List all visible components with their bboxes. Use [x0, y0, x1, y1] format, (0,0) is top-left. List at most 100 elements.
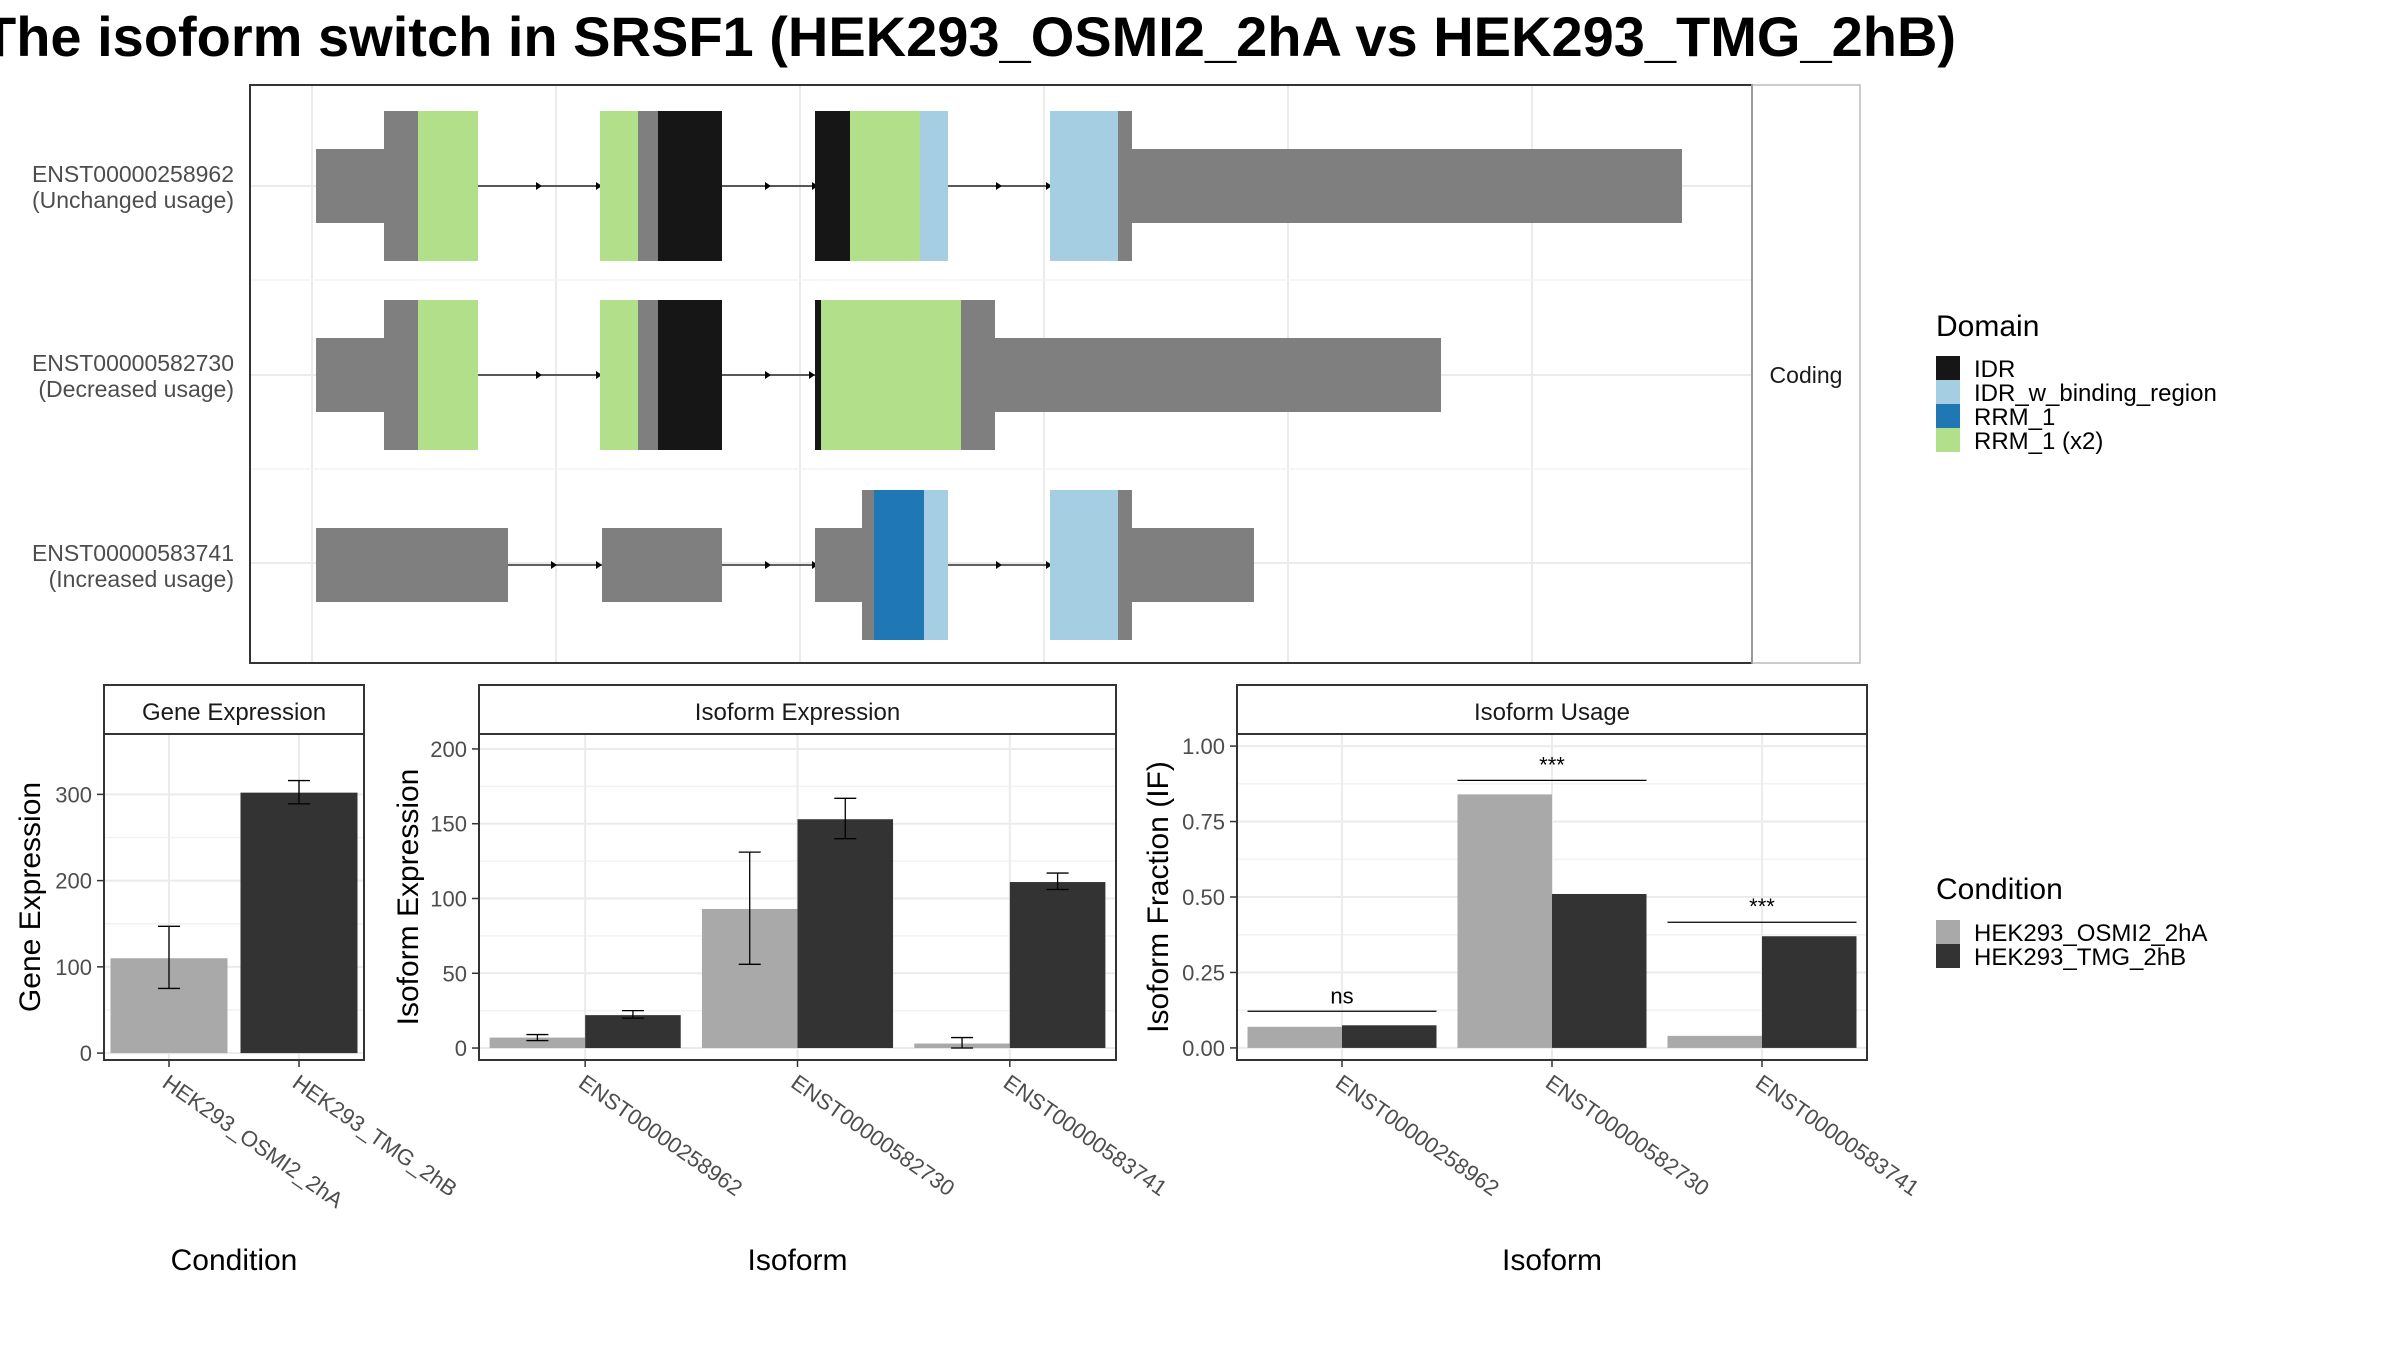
x-tick-label: ENST00000258962: [574, 1070, 747, 1201]
domain-idr: [658, 111, 722, 261]
x-axis-title: Isoform: [747, 1244, 847, 1277]
figure-title: The isoform switch in SRSF1 (HEK293_OSMI…: [0, 5, 1956, 68]
y-tick-label: 300: [55, 782, 92, 807]
y-tick-label: 0.50: [1182, 885, 1225, 910]
chart-panel-1: Isoform Expression 0 50 100 150 200 ENST000002…: [392, 684, 1172, 1277]
coding-exon: [638, 111, 658, 261]
y-tick-label: 0.25: [1182, 960, 1225, 985]
x-tick-label: ENST00000258962: [1331, 1070, 1504, 1201]
domain-idr-w-binding: [924, 490, 948, 640]
bar: [1762, 936, 1857, 1048]
panel-strip: [103, 684, 365, 735]
y-tick-label: 0: [80, 1041, 92, 1066]
structure-strip: [1751, 84, 1861, 664]
bar: [585, 1015, 681, 1049]
y-tick-label: 100: [430, 886, 467, 911]
utr-exon: [316, 338, 386, 412]
y-tick-label: 200: [430, 737, 467, 762]
domain-rrm1-x2: [850, 111, 920, 261]
y-axis-title: Isoform Fraction (IF): [1142, 761, 1175, 1033]
coding-exon: [1118, 111, 1132, 261]
bar: [1247, 1026, 1342, 1048]
utr-exon: [316, 528, 508, 602]
y-tick-label: 0.75: [1182, 810, 1225, 835]
bar: [489, 1037, 586, 1049]
legend-label-cond1: HEK293_OSMI2_2hA: [1974, 920, 2207, 947]
domain-idr-w-binding: [1050, 490, 1118, 640]
utr-exon: [602, 528, 722, 602]
domain-legend: Domain IDR IDR_w_binding_region RRM_1 RR…: [1936, 310, 2217, 455]
utr-exon: [815, 528, 867, 602]
transcript-ENST00000582730: [316, 300, 1441, 450]
chart-panel-2: ns *** *** Isoform Usage 0.00 0.25 0.50 0.75 1.0…: [1142, 684, 1924, 1277]
bar: [1342, 1025, 1437, 1048]
domain-rrm1-x2: [821, 300, 961, 450]
condition-legend-title: Condition: [1936, 873, 2063, 906]
legend-swatch-cond1: [1936, 920, 1960, 944]
transcript-ENST00000583741: [316, 490, 1254, 640]
significance-label: ***: [1539, 752, 1565, 777]
y-tick-label: 100: [55, 955, 92, 980]
y-axis-title: Gene Expression: [14, 782, 47, 1012]
utr-exon: [993, 338, 1441, 412]
domain-rrm1-x2: [418, 111, 478, 261]
coding-exon: [638, 300, 658, 450]
domain-idr-w-binding: [1050, 111, 1118, 261]
bar: [1552, 893, 1647, 1048]
bar: [1457, 794, 1552, 1048]
panel-title: Gene Expression: [142, 699, 326, 726]
x-axis-title: Condition: [171, 1244, 298, 1277]
domain-idr: [658, 300, 722, 450]
x-tick-label: ENST00000583741: [999, 1070, 1172, 1201]
legend-label-rrm1: RRM_1: [1974, 404, 2055, 431]
y-tick-label: 1.00: [1182, 734, 1225, 759]
y-tick-label: 150: [430, 812, 467, 837]
bar: [797, 819, 894, 1049]
transcript-label: ENST00000258962: [32, 161, 234, 187]
transcript-sublabel: (Decreased usage): [38, 376, 234, 402]
bar: [1009, 882, 1106, 1049]
transcript-sublabel: (Unchanged usage): [32, 187, 234, 213]
y-tick-label: 0: [455, 1036, 467, 1061]
x-tick-label: ENST00000583741: [1751, 1070, 1924, 1201]
transcript-ENST00000258962: [316, 111, 1682, 261]
transcript-structure-panel: Coding ENST00000258962 (Unchanged usage)…: [32, 84, 1861, 664]
transcript-label: ENST00000583741: [32, 540, 234, 566]
bar: [1667, 1035, 1762, 1048]
domain-rrm1-x2: [600, 300, 638, 450]
x-tick-label: ENST00000582730: [787, 1070, 960, 1201]
panel-strip: [1236, 684, 1868, 735]
transcript-labels: ENST00000258962 (Unchanged usage) ENST00…: [32, 161, 234, 592]
x-tick-label: ENST00000582730: [1541, 1070, 1714, 1201]
coding-exon: [384, 300, 418, 450]
legend-label-rrm1-x2: RRM_1 (x2): [1974, 428, 2103, 455]
bar-chart-panels: Gene Expression0100200300HEK293_OSMI2_2h…: [14, 684, 1924, 1277]
utr-exon: [1130, 528, 1254, 602]
domain-rrm1-x2: [600, 111, 638, 261]
y-tick-label: 200: [55, 869, 92, 894]
condition-legend: Condition HEK293_OSMI2_2hA HEK293_TMG_2h…: [1936, 873, 2207, 971]
domain-rrm1-x2: [418, 300, 478, 450]
significance-label: ns: [1330, 983, 1353, 1008]
x-axis-title: Isoform: [1502, 1244, 1602, 1277]
legend-swatch-cond2: [1936, 944, 1960, 968]
panel-title: Isoform Usage: [1474, 699, 1630, 726]
domain-legend-title: Domain: [1936, 310, 2039, 343]
transcript-label: ENST00000582730: [32, 350, 234, 376]
utr-exon: [1130, 149, 1682, 223]
legend-label-idr-w-binding: IDR_w_binding_region: [1974, 380, 2217, 407]
y-tick-label: 0.00: [1182, 1036, 1225, 1061]
panel-strip: [478, 684, 1117, 735]
utr-exon: [316, 149, 386, 223]
legend-swatch-rrm1: [1936, 404, 1960, 428]
y-tick-label: 50: [443, 961, 467, 986]
legend-label-cond2: HEK293_TMG_2hB: [1974, 944, 2186, 971]
coding-exon: [1118, 490, 1132, 640]
panel-title: Isoform Expression: [695, 699, 900, 726]
legend-swatch-idr-w-binding: [1936, 380, 1960, 404]
y-axis-title: Isoform Expression: [392, 769, 425, 1026]
bar: [240, 792, 358, 1054]
legend-label-idr: IDR: [1974, 356, 2015, 383]
structure-strip-label: Coding: [1770, 362, 1843, 388]
